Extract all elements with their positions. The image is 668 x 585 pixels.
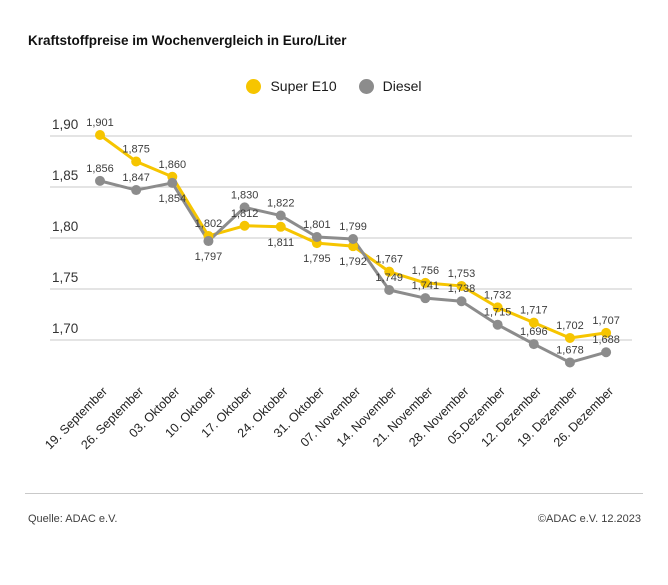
legend-item-diesel: Diesel (358, 78, 422, 94)
super-e10-point-marker (528, 317, 539, 328)
super-e10-value-label: 1,792 (339, 256, 367, 268)
super-e10-value-label: 1,732 (484, 289, 512, 301)
diesel-value-label: 1,801 (303, 219, 331, 231)
super-e10-point-marker (601, 327, 612, 338)
diesel-value-label: 1,847 (122, 172, 150, 184)
source-text: Quelle: ADAC e.V. (28, 513, 118, 525)
super-e10-point-marker (564, 332, 575, 343)
y-axis-tick-label: 1,90 (52, 117, 78, 132)
super-e10-value-label: 1,795 (303, 253, 331, 265)
diesel-point-marker (131, 185, 142, 196)
super-e10-point-marker (492, 302, 503, 313)
diesel-point-marker (239, 202, 250, 213)
y-axis-tick-label: 1,85 (52, 168, 78, 183)
diesel-point-marker (311, 231, 322, 242)
diesel-value-label: 1,715 (484, 307, 512, 319)
diesel-point-marker (420, 293, 431, 304)
super-e10-value-label: 1,811 (267, 237, 294, 249)
legend-item-super-e10: Super E10 (246, 78, 337, 94)
line-chart: 1,90 1,85 1,80 1,75 1,70 1,901 1,875 1,860 1,802… (42, 117, 632, 452)
super-e10-value-label: 1,702 (556, 320, 584, 332)
super-e10-point-marker (131, 156, 142, 167)
super-e10-value-label: 1,860 (159, 159, 187, 171)
super-e10-point-marker (384, 266, 395, 277)
super-e10-value-label: 1,707 (592, 315, 620, 327)
chart-title: Kraftstoffpreise im Wochenvergleich in E… (28, 33, 347, 48)
x-axis-label: 19. September (42, 384, 110, 452)
diesel-point-marker (456, 296, 467, 307)
diesel-value-label: 1,678 (556, 344, 584, 356)
diesel-value-label: 1,696 (520, 326, 548, 338)
super-e10-value-label: 1,767 (375, 254, 403, 266)
diesel-value-label: 1,854 (159, 193, 187, 205)
super-e10-point-marker (239, 220, 250, 231)
diesel-point-marker (348, 234, 359, 245)
y-axis-tick-label: 1,70 (52, 321, 78, 336)
diesel-value-label: 1,738 (448, 283, 476, 295)
footer-divider (25, 493, 643, 494)
diesel-point-marker (384, 285, 395, 296)
diesel-value-label: 1,797 (195, 251, 223, 263)
diesel-point-marker (203, 236, 214, 247)
super-e10-value-label: 1,901 (86, 117, 114, 129)
super-e10-point-marker (95, 129, 105, 140)
super-e10-value-label: 1,802 (195, 218, 223, 230)
diesel-value-label: 1,749 (375, 272, 403, 284)
diesel-point-marker (564, 357, 575, 368)
diesel-point-marker (167, 177, 178, 188)
diesel-legend-dot-icon (358, 78, 374, 94)
super-e10-value-label: 1,756 (412, 265, 440, 277)
diesel-point-marker (492, 319, 503, 330)
super-e10-point-marker (348, 241, 359, 252)
y-axis-tick-label: 1,75 (52, 270, 78, 285)
diesel-value-label: 1,741 (412, 280, 440, 292)
legend: Super E10 Diesel (0, 78, 668, 94)
y-axis-tick-label: 1,80 (52, 219, 78, 234)
diesel-value-label: 1,799 (339, 221, 367, 233)
super-e10-value-label: 1,875 (122, 144, 150, 156)
super-e10-point-marker (275, 221, 286, 232)
legend-label-diesel: Diesel (382, 78, 422, 94)
x-axis-label: 26. September (78, 384, 146, 452)
super-e10-value-label: 1,812 (231, 208, 259, 220)
diesel-point-marker (601, 347, 612, 358)
super-e10-value-label: 1,717 (520, 305, 548, 317)
diesel-value-label: 1,822 (267, 198, 295, 210)
super-e10-legend-dot-icon (246, 78, 262, 94)
copyright-text: ©ADAC e.V. 12.2023 (537, 513, 641, 525)
diesel-value-label: 1,856 (86, 163, 114, 175)
super-e10-point-marker (420, 277, 431, 288)
diesel-point-marker (95, 175, 105, 186)
diesel-point-marker (275, 210, 286, 221)
super-e10-point-marker (456, 280, 467, 291)
diesel-value-label: 1,688 (592, 334, 620, 346)
diesel-point-marker (528, 339, 539, 350)
legend-label-super-e10: Super E10 (270, 78, 337, 94)
super-e10-value-label: 1,753 (448, 268, 476, 280)
diesel-value-label: 1,830 (231, 189, 259, 201)
